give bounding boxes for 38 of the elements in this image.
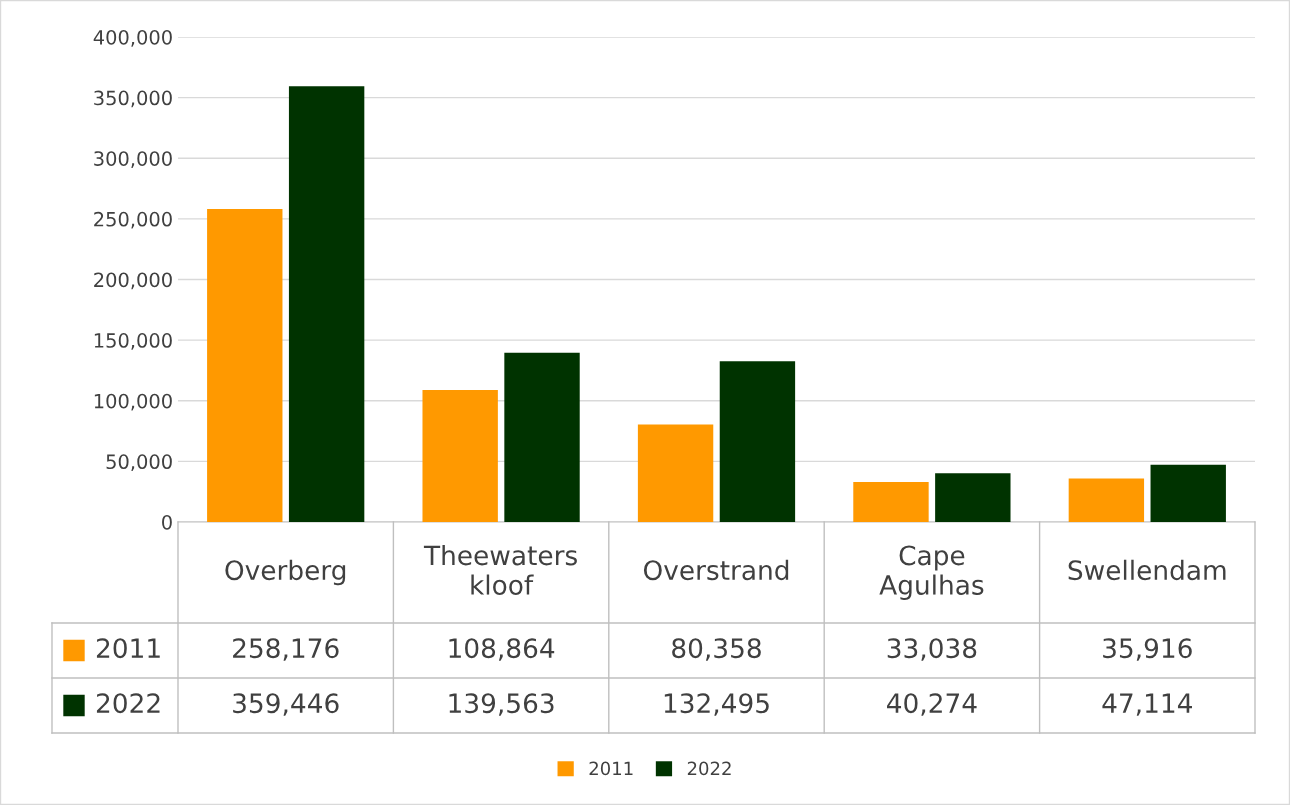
y-tick-label: 300,000 [94, 151, 172, 168]
data-label: 139,563 [449, 693, 554, 716]
data-label: 80,358 [672, 638, 761, 661]
bar [288, 86, 365, 522]
bar [853, 481, 929, 522]
x-tick-label: Overstrand [643, 559, 789, 581]
bar [207, 208, 283, 522]
y-tick-label: 400,000 [93, 29, 172, 47]
x-tick-label: Theewaters kloof [423, 544, 577, 595]
legend-label: 2011 [96, 638, 160, 659]
y-tick-label: 50,000 [106, 454, 172, 472]
x-tick-label: Cape Agulhas [879, 545, 984, 601]
y-tick-label: 250,000 [94, 211, 172, 229]
data-label: 258,176 [233, 638, 339, 661]
data-label: 35,916 [1103, 638, 1192, 661]
text: 2022 [687, 761, 731, 776]
data-label: 108,864 [449, 638, 555, 661]
data-label: 47,114 [1102, 693, 1192, 716]
bar [637, 424, 714, 522]
data-label: 33,038 [887, 638, 977, 661]
y-tick-label: 150,000 [94, 333, 172, 350]
bar [1068, 478, 1145, 522]
x-tick-label: Swellendam [1068, 559, 1226, 581]
legend-label: 2022 [96, 693, 160, 714]
y-tick-label: 350,000 [94, 90, 172, 108]
x-tick-label: Overberg [225, 559, 346, 586]
data-label: 359,446 [233, 693, 339, 716]
bar [504, 352, 580, 522]
y-tick-label: 100,000 [94, 393, 172, 411]
data-label: 132,495 [664, 693, 769, 716]
bar [1150, 464, 1226, 522]
data-label: 40,274 [887, 693, 977, 716]
bar [719, 361, 796, 522]
y-tick-label: 0 [162, 514, 172, 530]
bar [422, 390, 498, 522]
y-tick-label: 200,000 [94, 272, 172, 290]
bar [935, 473, 1011, 522]
text: 2011 [589, 761, 633, 776]
